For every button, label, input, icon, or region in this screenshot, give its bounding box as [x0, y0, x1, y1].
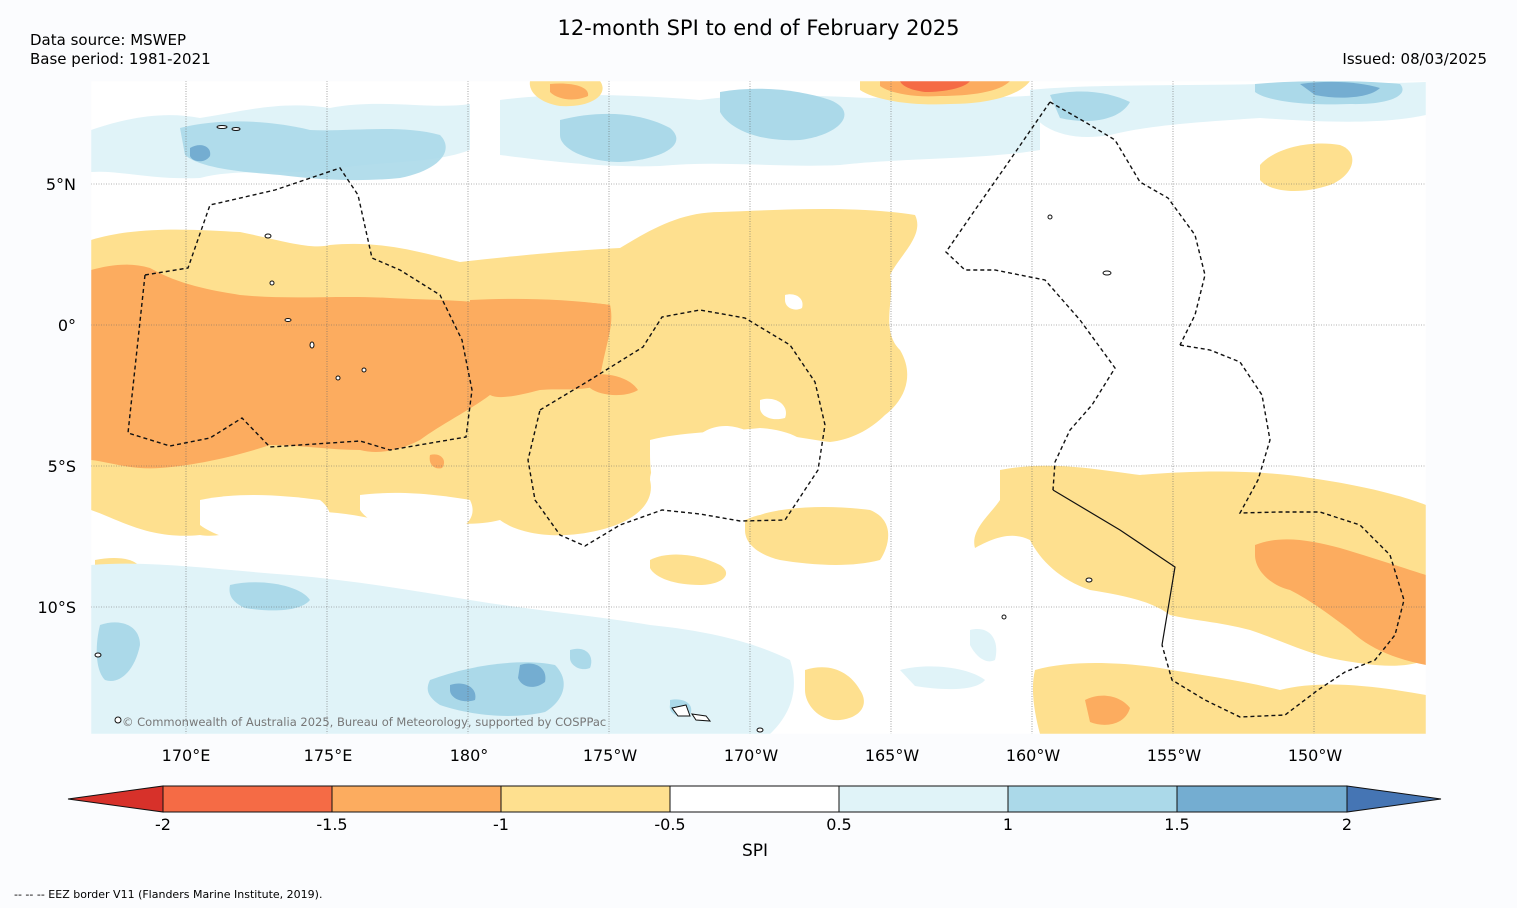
colorbar-tick: -0.5 [654, 815, 686, 834]
islands [94, 125, 1112, 733]
colorbar-bin-5 [838, 785, 1009, 813]
colorbar-bin-1 [162, 785, 333, 813]
colorbar-bin-6 [1007, 785, 1178, 813]
map-title: 12-month SPI to end of February 2025 [557, 16, 960, 40]
colorbar-tick: -1.5 [316, 815, 348, 834]
lon-label-175e: 175°E [303, 746, 353, 765]
lon-label-180: 180° [449, 746, 489, 765]
lat-label-10s: 10°S [37, 598, 76, 617]
colorbar-tick: 1.5 [1164, 815, 1190, 834]
colorbar-label: SPI [741, 841, 769, 861]
eez-borders [127, 101, 1405, 718]
colorbar-extend-low [67, 785, 164, 813]
colorbar-extend-high [1346, 785, 1442, 813]
neutral-patches [200, 294, 820, 546]
dry-anomaly-north [529, 81, 1353, 192]
colorbar-bin-2 [331, 785, 502, 813]
lat-label-0: 0° [57, 316, 76, 335]
colorbar-tick: -2 [155, 815, 171, 834]
dry-core [91, 264, 1426, 725]
eez-legend-note: -- -- -- EEZ border V11 (Flanders Marine… [14, 888, 323, 901]
colorbar-bin-4 [669, 785, 840, 813]
lat-label-5n: 5°N [45, 175, 76, 194]
lon-label-170w: 170°W [723, 746, 779, 765]
base-period: Base period: 1981-2021 [30, 50, 211, 68]
lon-label-165w: 165°W [864, 746, 920, 765]
lon-label-150w: 150°W [1287, 746, 1343, 765]
colorbar-tick: -1 [493, 815, 509, 834]
copyright-notice: © Commonwealth of Australia 2025, Bureau… [122, 715, 607, 729]
lon-label-160w: 160°W [1005, 746, 1061, 765]
spi-map [91, 81, 1426, 734]
data-source: Data source: MSWEP [30, 31, 187, 49]
colorbar-bin-7 [1176, 785, 1348, 813]
graticule [91, 81, 1426, 734]
colorbar-tick: 0.5 [826, 815, 852, 834]
colorbar [67, 785, 1442, 813]
map-frame [90, 80, 1427, 735]
lon-label-155w: 155°W [1146, 746, 1202, 765]
boundary-solid [1052, 489, 1176, 646]
lon-label-170e: 170°E [161, 746, 211, 765]
wet-anomaly-south [91, 563, 997, 734]
colorbar-tick: 2 [1341, 815, 1353, 834]
lat-label-5s: 5°S [47, 457, 76, 476]
colorbar-bin-3 [500, 785, 671, 813]
lon-label-175w: 175°W [582, 746, 638, 765]
issued-date: Issued: 08/03/2025 [1342, 50, 1487, 68]
colorbar-tick: 1 [1002, 815, 1014, 834]
